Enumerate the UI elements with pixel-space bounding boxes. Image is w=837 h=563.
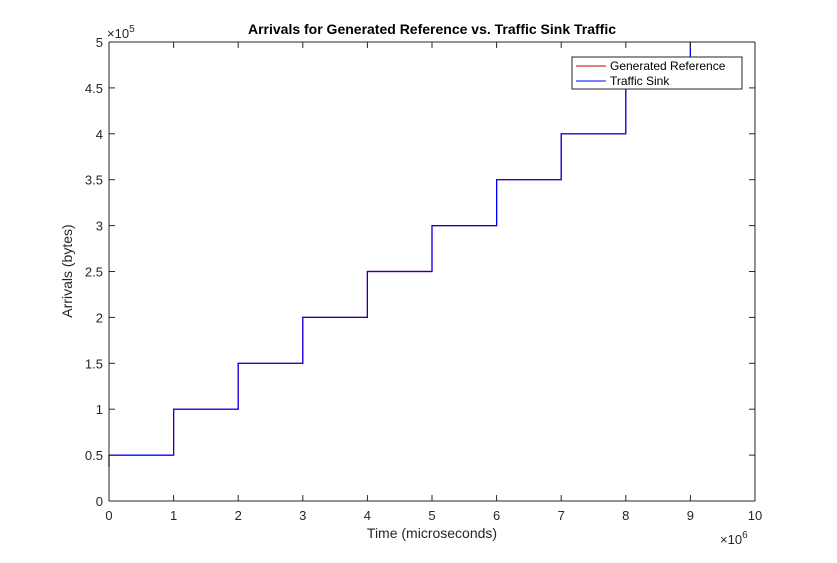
y-exponent-base: ×10 bbox=[107, 26, 129, 41]
x-tick-label: 7 bbox=[558, 508, 565, 523]
x-tick-label: 3 bbox=[299, 508, 306, 523]
x-tick-label: 4 bbox=[364, 508, 371, 523]
x-exponent-base: ×10 bbox=[720, 532, 742, 547]
y-tick-label: 1.5 bbox=[85, 356, 103, 371]
y-tick-label: 3 bbox=[96, 219, 103, 234]
y-axis-label: Arrivals (bytes) bbox=[59, 224, 75, 317]
y-exponent-power: 5 bbox=[129, 24, 135, 35]
y-tick-label: 2 bbox=[96, 310, 103, 325]
y-tick-label: 4 bbox=[96, 127, 103, 142]
x-tick-label: 8 bbox=[622, 508, 629, 523]
legend: Generated Reference Traffic Sink bbox=[571, 56, 743, 90]
traffic-sink-line bbox=[108, 42, 692, 468]
legend-label-generated-reference: Generated Reference bbox=[610, 59, 726, 73]
legend-box bbox=[571, 56, 743, 90]
y-tick-label: 2.5 bbox=[85, 265, 103, 280]
x-tick-group: 0 1 2 3 4 5 6 7 8 9 10 bbox=[105, 42, 762, 523]
y-tick-label: 4.5 bbox=[85, 81, 103, 96]
x-tick-label: 10 bbox=[748, 508, 762, 523]
x-tick-label: 6 bbox=[493, 508, 500, 523]
x-tick-label: 0 bbox=[105, 508, 112, 523]
y-tick-label: 5 bbox=[96, 35, 103, 50]
legend-label-traffic-sink: Traffic Sink bbox=[610, 74, 670, 88]
x-exponent-label: ×106 bbox=[720, 530, 748, 547]
x-tick-label: 5 bbox=[428, 508, 435, 523]
x-tick-label: 9 bbox=[687, 508, 694, 523]
y-tick-label: 3.5 bbox=[85, 173, 103, 188]
y-tick-label: 0.5 bbox=[85, 448, 103, 463]
x-axis-label: Time (microseconds) bbox=[367, 525, 497, 541]
chart-title: Arrivals for Generated Reference vs. Tra… bbox=[248, 21, 616, 37]
y-exponent-label: ×105 bbox=[107, 24, 135, 41]
y-tick-label: 1 bbox=[96, 402, 103, 417]
x-tick-label: 1 bbox=[170, 508, 177, 523]
y-tick-label: 0 bbox=[96, 494, 103, 509]
x-exponent-power: 6 bbox=[742, 530, 748, 541]
series-layer bbox=[108, 42, 692, 468]
y-tick-group: 0 0.5 1 1.5 2 2.5 3 3.5 4 4.5 5 bbox=[85, 35, 755, 509]
x-tick-label: 2 bbox=[235, 508, 242, 523]
